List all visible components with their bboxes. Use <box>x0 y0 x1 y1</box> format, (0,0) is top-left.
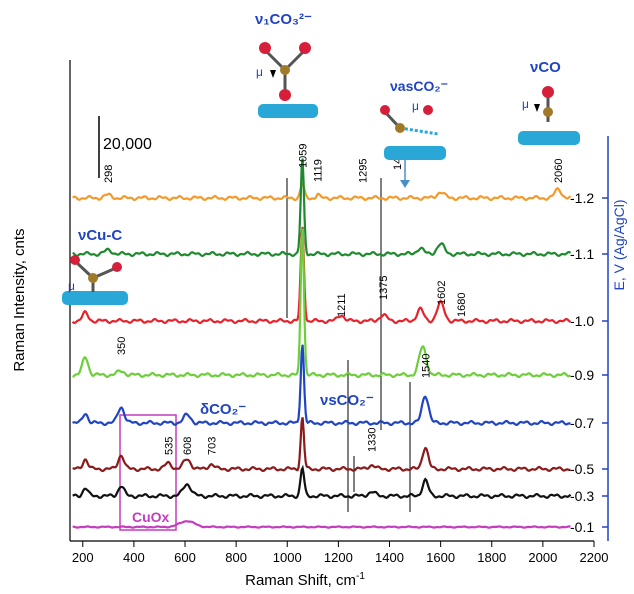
potential-label: -0.3 <box>570 488 594 504</box>
y-axis-label: Raman Intensity, cnts <box>11 228 28 371</box>
peak-label-1602: 1602 <box>436 281 448 305</box>
peak-label-1119: 1119 <box>313 159 325 182</box>
surface-slab <box>518 131 580 145</box>
peak-label-703: 703 <box>206 437 218 455</box>
x-tick-label: 200 <box>72 550 94 565</box>
surface-sketch-cuc: μ <box>62 255 128 305</box>
peak-label-1680: 1680 <box>456 293 468 317</box>
x-tick-group: 200 400 600 800 1000 1200 1400 1600 1800 2000 2200 <box>72 541 609 565</box>
peak-label-350: 350 <box>116 337 128 355</box>
x-tick-label: 800 <box>225 550 247 565</box>
nu1-co3-label: ν₁CO₃²⁻ <box>255 11 312 28</box>
oxygen-atom <box>423 105 433 115</box>
peak-label-1211: 1211 <box>336 293 348 317</box>
dipole-arrow-icon <box>534 104 540 112</box>
series-line--0.1 <box>72 520 571 529</box>
x-tick-label: 1200 <box>324 550 353 565</box>
surface-slab <box>384 146 446 160</box>
series-line--0.5 <box>72 417 571 473</box>
peak-label-1540: 1540 <box>420 354 432 378</box>
mu-symbol: μ <box>68 279 75 293</box>
bond <box>399 126 439 136</box>
nu-as-co2-label: νasCO₂⁻ <box>390 78 448 94</box>
x-tick-label: 1400 <box>375 550 404 565</box>
peak-label-535: 535 <box>163 437 175 455</box>
series-line--0.3 <box>72 464 572 500</box>
dipole-arrow-icon <box>270 70 276 78</box>
series-line--1.0 <box>71 226 572 325</box>
oxygen-atom <box>299 42 311 54</box>
series-line--1.2 <box>72 181 572 202</box>
mu-symbol: μ <box>256 65 263 79</box>
peak-label-1375: 1375 <box>378 276 390 300</box>
x-tick-label: 1600 <box>426 550 455 565</box>
series-line--0.9 <box>72 228 571 379</box>
mu-symbol: μ <box>522 97 529 111</box>
nu-co-label: νCO <box>530 59 561 76</box>
series-layer <box>71 158 572 529</box>
mu-symbol: μ <box>412 99 419 113</box>
right-tick-group: -1.2 -1.1 -1.0 -0.9 -0.7 -0.5 -0.3 -0.1 <box>570 190 608 535</box>
guide-lines <box>286 178 411 512</box>
peak-label-1295: 1295 <box>358 159 370 183</box>
oxygen-atom <box>542 86 554 98</box>
series-line--0.7 <box>72 344 571 427</box>
oxygen-atom <box>259 42 271 54</box>
cuox-label: CuOx <box>132 509 170 525</box>
carbon-atom <box>543 107 553 117</box>
potential-label: -1.2 <box>570 190 594 206</box>
carbon-atom <box>280 65 290 75</box>
carbon-atom <box>395 123 405 133</box>
potential-label: -1.0 <box>570 313 594 329</box>
potential-label: -0.7 <box>570 415 594 431</box>
asym-arrow-head <box>400 180 410 188</box>
x-tick-label: 2200 <box>580 550 609 565</box>
potential-label: -0.9 <box>570 367 594 383</box>
oxygen-atom <box>380 105 390 115</box>
surface-sketch-top: μ <box>256 42 318 118</box>
right-axis-label: E, V (Ag/AgCl) <box>611 199 627 290</box>
oxygen-atom <box>279 89 291 101</box>
nu-cu-c-label: νCu-C <box>78 227 122 244</box>
x-tick-label: 400 <box>123 550 145 565</box>
nu-s-co2-label: νsCO₂⁻ <box>320 392 374 409</box>
peak-label-1059: 1059 <box>297 144 309 168</box>
oxygen-atom <box>70 255 80 265</box>
surface-slab <box>62 291 128 305</box>
x-tick-label: 1000 <box>273 550 302 565</box>
peak-label-298: 298 <box>103 165 115 183</box>
potential-label: -0.1 <box>570 519 594 535</box>
peak-label-608: 608 <box>182 437 194 455</box>
carbon-atom <box>88 273 98 283</box>
cuox-box <box>119 414 177 531</box>
x-tick-label: 1800 <box>477 550 506 565</box>
x-tick-label: 2000 <box>528 550 557 565</box>
oxygen-atom <box>112 262 122 272</box>
peak-labels: 2981059111912951429206012111375160216803… <box>103 144 565 455</box>
x-tick-label: 600 <box>174 550 196 565</box>
series-line--1.1 <box>72 158 572 258</box>
surface-sketch-as: μ <box>380 99 446 160</box>
delta-co2-label: δCO₂⁻ <box>200 401 246 418</box>
scale-bar-label: 20,000 <box>103 136 152 153</box>
peak-label-2060: 2060 <box>553 159 565 183</box>
surface-slab <box>258 104 318 118</box>
peak-label-1330: 1330 <box>367 428 379 452</box>
potential-label: -1.1 <box>570 246 594 262</box>
x-axis-label: Raman Shift, cm-1 <box>245 571 365 589</box>
potential-label: -0.5 <box>570 461 594 477</box>
surface-sketch-co: μ <box>518 86 580 145</box>
